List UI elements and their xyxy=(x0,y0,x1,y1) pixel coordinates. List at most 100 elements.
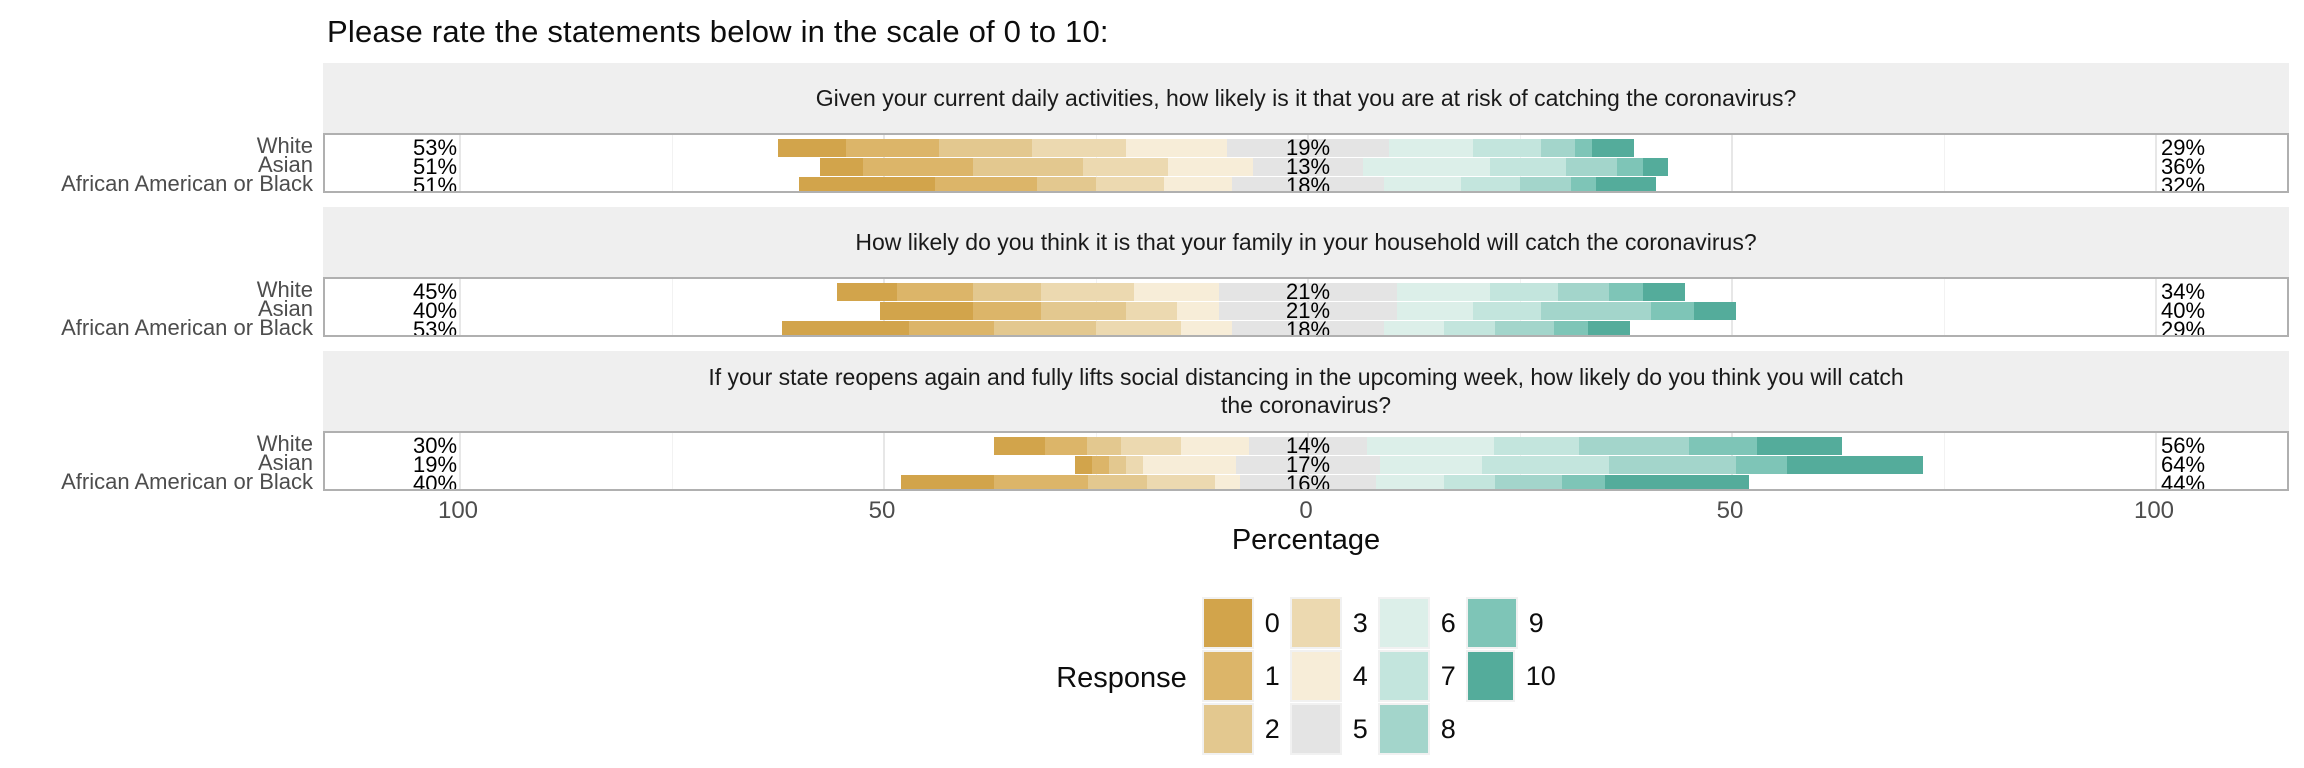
bar-segment-8 xyxy=(1519,177,1571,191)
bar-segment-5 xyxy=(1227,139,1389,157)
bar-segment-9 xyxy=(1736,456,1788,474)
legend-column: 6 7 8 xyxy=(1377,597,1468,758)
pct-label-neutral: 18% xyxy=(1285,173,1331,193)
row-label: Asian xyxy=(257,152,313,177)
row-label: African American or Black xyxy=(61,171,313,196)
bar-segment-2 xyxy=(939,139,1033,157)
bar-segment-3 xyxy=(1096,177,1164,191)
pct-label-low: 40% xyxy=(412,298,458,323)
bar-segment-9 xyxy=(1553,321,1588,335)
legend-swatch xyxy=(1377,597,1430,649)
facet-question: How likely do you think it is that your … xyxy=(855,229,1757,255)
pct-label-neutral: 17% xyxy=(1285,452,1331,477)
x-tick-label: 0 xyxy=(1299,497,1313,524)
legend-columns: 0 1 2 3 4 5 6 7 8 9 10 xyxy=(1201,597,1556,758)
row-label: Asian xyxy=(257,296,313,321)
legend-swatch xyxy=(1377,650,1430,702)
bar-segment-4 xyxy=(1142,456,1237,474)
legend-item: 2 xyxy=(1201,703,1292,755)
bar-segment-1 xyxy=(1091,456,1109,474)
bar-segment-5 xyxy=(1218,283,1398,301)
bar-segment-8 xyxy=(1579,437,1690,455)
pct-label-low: 19% xyxy=(412,452,458,477)
bar-segment-6 xyxy=(1388,139,1474,157)
bar-segment-8 xyxy=(1541,302,1652,320)
bar-segment-8 xyxy=(1494,475,1563,489)
bar-segment-6 xyxy=(1380,456,1483,474)
pct-label-low: 51% xyxy=(412,173,458,193)
legend-item-label: 1 xyxy=(1264,660,1280,691)
bar-segment-6 xyxy=(1362,158,1491,176)
bar-segment-4 xyxy=(1163,177,1232,191)
facet-strip: Given your current daily activities, how… xyxy=(323,63,2289,133)
bar-segment-0 xyxy=(994,437,1046,455)
likert-bar xyxy=(901,475,1749,489)
pct-label-high: 36% xyxy=(2160,154,2206,179)
gridline xyxy=(1731,135,1733,191)
gridline xyxy=(1944,135,1945,191)
x-tick-label: 100 xyxy=(2133,497,2175,524)
x-tick-label: 100 xyxy=(437,497,479,524)
bar-segment-9 xyxy=(1651,302,1694,320)
bar-segment-1 xyxy=(896,283,974,301)
bar-segment-1 xyxy=(973,302,1041,320)
bar-segment-1 xyxy=(862,158,973,176)
bar-segment-2 xyxy=(972,158,1084,176)
bar-segment-2 xyxy=(1108,456,1126,474)
bar-segment-10 xyxy=(1604,475,1749,489)
bar-segment-10 xyxy=(1757,437,1842,455)
facet-strip: If your state reopens again and fully li… xyxy=(323,351,2289,431)
legend-item: 10 xyxy=(1465,650,1556,702)
bar-segment-0 xyxy=(820,158,863,176)
legend-title: Response xyxy=(1056,662,1187,694)
legend-swatch xyxy=(1465,650,1515,702)
legend-item-label: 3 xyxy=(1352,607,1368,638)
likert-bar xyxy=(820,158,1669,176)
bar-segment-7 xyxy=(1494,437,1580,455)
legend-item: 7 xyxy=(1377,650,1468,702)
legend-item: 0 xyxy=(1201,597,1292,649)
row-label: African American or Black xyxy=(61,469,313,494)
likert-bar xyxy=(799,177,1656,191)
pct-label-neutral: 19% xyxy=(1285,135,1331,160)
legend-item-label: 7 xyxy=(1440,660,1456,691)
bar-segment-6 xyxy=(1384,321,1444,335)
bar-segment-1 xyxy=(845,139,940,157)
bar-segment-0 xyxy=(1074,456,1092,474)
bar-segment-5 xyxy=(1248,437,1368,455)
bar-segment-4 xyxy=(1180,321,1232,335)
bar-segment-4 xyxy=(1176,302,1219,320)
pct-label-neutral: 13% xyxy=(1285,154,1331,179)
bar-segment-9 xyxy=(1617,158,1643,176)
legend-item-label: 5 xyxy=(1352,713,1368,744)
pct-label-low: 45% xyxy=(412,279,458,304)
bar-segment-4 xyxy=(1134,283,1219,301)
legend-item-label: 0 xyxy=(1264,607,1280,638)
row-label: White xyxy=(256,133,313,158)
legend-column: 0 1 2 xyxy=(1201,597,1292,758)
x-tick-label: 50 xyxy=(1716,497,1744,524)
bar-segment-3 xyxy=(1125,456,1143,474)
bar-segment-1 xyxy=(1045,437,1088,455)
gridline xyxy=(1944,433,1945,489)
legend-item: 3 xyxy=(1289,597,1380,649)
plot-area: 30% 14% 56% 19% 17% 64% 40% 16% 44% xyxy=(323,431,2289,491)
bar-segment-8 xyxy=(1609,456,1737,474)
legend-swatch xyxy=(1201,650,1254,702)
bar-segment-7 xyxy=(1490,283,1559,301)
bar-segment-10 xyxy=(1592,139,1635,157)
x-axis-title: Percentage xyxy=(1231,524,1381,556)
pct-label-neutral: 21% xyxy=(1285,279,1331,304)
bar-segment-5 xyxy=(1240,475,1376,489)
gridline xyxy=(2155,135,2157,191)
legend-swatch xyxy=(1201,703,1254,755)
pct-label-high: 29% xyxy=(2160,317,2206,337)
bar-segment-7 xyxy=(1482,456,1610,474)
bar-segment-0 xyxy=(778,139,846,157)
legend-item: 5 xyxy=(1289,703,1380,755)
bar-segment-9 xyxy=(1609,283,1643,301)
legend-swatch xyxy=(1465,597,1518,649)
legend-swatch xyxy=(1289,650,1342,702)
likert-bar xyxy=(837,283,1686,301)
bar-segment-9 xyxy=(1570,177,1597,191)
